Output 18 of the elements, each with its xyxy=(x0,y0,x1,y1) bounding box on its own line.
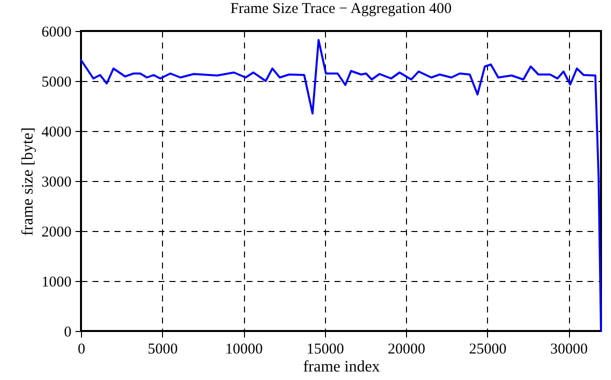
line-series xyxy=(80,39,602,332)
chart-title: Frame Size Trace − Aggregation 400 xyxy=(230,1,452,17)
x-axis-title: frame index xyxy=(303,358,380,376)
y-tick-label: 1000 xyxy=(42,274,72,290)
x-tick-label: 25000 xyxy=(469,342,506,358)
y-tick-label: 2000 xyxy=(42,224,72,240)
y-tick-label: 4000 xyxy=(42,124,72,140)
x-tick-label: 0 xyxy=(78,342,86,358)
x-tick-label: 15000 xyxy=(306,342,344,358)
y-tick-label: 5000 xyxy=(42,74,72,90)
y-tick-label: 3000 xyxy=(42,174,72,190)
x-tick-label: 30000 xyxy=(550,342,588,358)
y-axis-title: frame size [byte] xyxy=(20,127,36,236)
x-tick-label: 20000 xyxy=(388,342,426,358)
y-tick-label: 0 xyxy=(64,324,72,340)
x-tick-label: 10000 xyxy=(225,342,263,358)
x-tick-label: 5000 xyxy=(148,342,178,358)
y-tick-label: 6000 xyxy=(42,24,72,40)
